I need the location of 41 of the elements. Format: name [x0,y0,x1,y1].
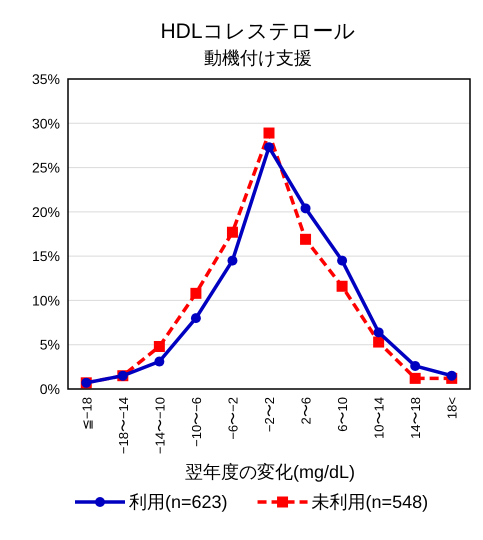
x-axis-title: 翌年度の変化(mg/dL) [184,462,356,482]
point [264,128,274,139]
y-tick-label: 10% [32,292,60,308]
y-tick-label: 0% [40,381,60,397]
point [226,226,238,238]
point [154,356,164,367]
x-tick-label: 14〜18 [408,397,424,439]
point [410,372,421,384]
x-tick-label: ≦−18 [79,397,94,430]
x-tick-label: −2〜2 [262,397,277,432]
point [227,256,238,266]
point [337,256,348,266]
y-tick-label: 5% [40,336,60,353]
point [300,203,311,214]
x-tick-label: −6〜−2 [225,397,240,440]
x-tick-label: −18〜−14 [116,397,131,454]
y-tick-label: 25% [32,160,60,176]
chart-title: HDLコレステロール [160,20,356,43]
point [446,370,457,381]
point [154,340,165,352]
y-tick-label: 35% [32,71,60,87]
x-tick-label: −14〜−10 [152,397,168,454]
x-tick-label: −10〜−6 [188,397,204,447]
legend-label: 利用(n=623) [129,492,228,512]
x-tick-label: 2〜6 [298,397,314,424]
x-tick-label: 18< [444,397,460,420]
y-tick-label: 20% [32,204,60,220]
point [336,280,348,292]
point [373,336,384,348]
chart-subtitle: 動機付け支援 [204,48,312,68]
x-tick-label: 10〜14 [372,397,387,439]
point [300,234,312,245]
point [190,288,202,299]
point [190,313,201,324]
point [410,360,420,371]
y-tick-label: 15% [32,248,60,264]
y-tick-label: 30% [32,115,60,132]
point [264,142,274,152]
legend-label: 未利用(n=548) [312,492,428,512]
point [374,327,384,338]
x-tick-label: 6〜10 [335,397,350,432]
